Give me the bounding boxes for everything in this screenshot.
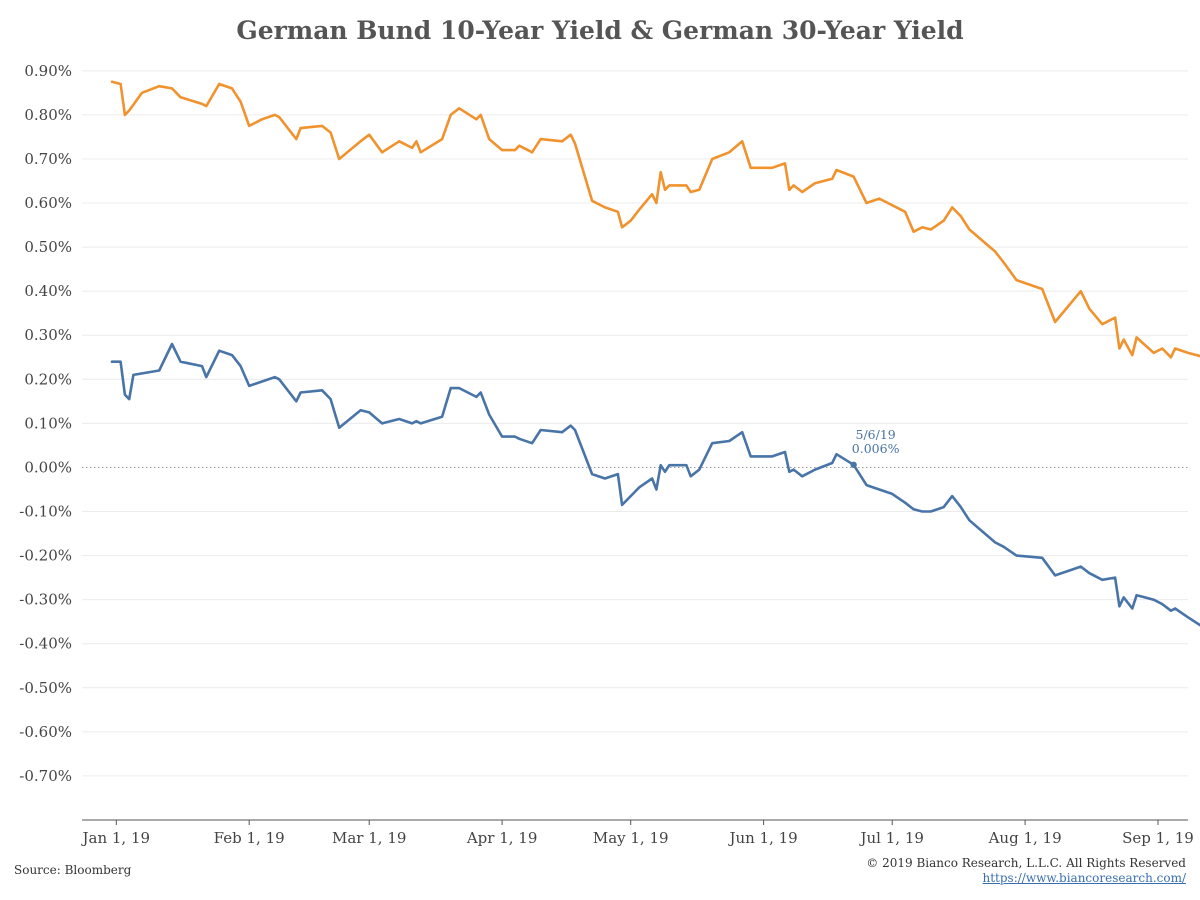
annotation-date: 5/6/19: [856, 427, 896, 442]
copyright-block: © 2019 Bianco Research, L.L.C. All Right…: [866, 856, 1186, 886]
y-tick-label: 0.90%: [24, 62, 72, 80]
annotations: 5/6/190.006%8/2/190.005%8/15/19-0.273%8/…: [850, 427, 900, 468]
x-tick-label: Mar 1, 19: [332, 829, 406, 847]
y-tick-label: -0.60%: [19, 723, 72, 741]
y-tick-label: -0.70%: [19, 767, 72, 785]
x-tick-label: Apr 1, 19: [466, 829, 538, 847]
y-tick-label: -0.40%: [19, 635, 72, 653]
y-tick-label: 0.40%: [24, 282, 72, 300]
y-tick-label: 0.50%: [24, 238, 72, 256]
y-tick-label: 0.00%: [24, 458, 72, 476]
series-line-2: [110, 342, 1200, 627]
chart-title: German Bund 10-Year Yield & German 30-Ye…: [236, 16, 964, 45]
x-tick-label: Aug 1, 19: [988, 829, 1062, 847]
source-note: Source: Bloomberg: [14, 863, 132, 877]
gridlines: [82, 70, 1188, 777]
x-tick-label: Jun 1, 19: [727, 829, 797, 847]
y-tick-label: 0.70%: [24, 150, 72, 168]
y-tick-label: -0.30%: [19, 591, 72, 609]
annotation-value: 0.006%: [852, 441, 900, 456]
x-tick-label: Jul 1, 19: [859, 829, 924, 847]
copyright-text: © 2019 Bianco Research, L.L.C. All Right…: [866, 856, 1186, 870]
y-tick-label: -0.50%: [19, 679, 72, 697]
series-lines: [110, 80, 1200, 627]
y-tick-label: 0.20%: [24, 370, 72, 388]
y-tick-label: 0.10%: [24, 414, 72, 432]
x-tick-label: Jan 1, 19: [81, 829, 151, 847]
y-tick-label: -0.20%: [19, 547, 72, 565]
axes: 0.90% 0.80% 0.70% 0.60% 0.50% 0.40% 0.30% 0.20%…: [19, 62, 1194, 847]
website-link[interactable]: https://www.biancoresearch.com/: [982, 871, 1186, 885]
y-tick-label: 0.60%: [24, 194, 72, 212]
annotation-marker: [850, 461, 857, 468]
y-tick-label: 0.80%: [24, 106, 72, 124]
series-line-1: [110, 80, 1200, 359]
x-tick-label: Sep 1, 19: [1122, 829, 1194, 847]
y-tick-label: -0.10%: [19, 503, 72, 521]
x-tick-label: Feb 1, 19: [214, 829, 285, 847]
y-tick-label: 0.30%: [24, 326, 72, 344]
x-tick-label: May 1, 19: [593, 829, 669, 847]
